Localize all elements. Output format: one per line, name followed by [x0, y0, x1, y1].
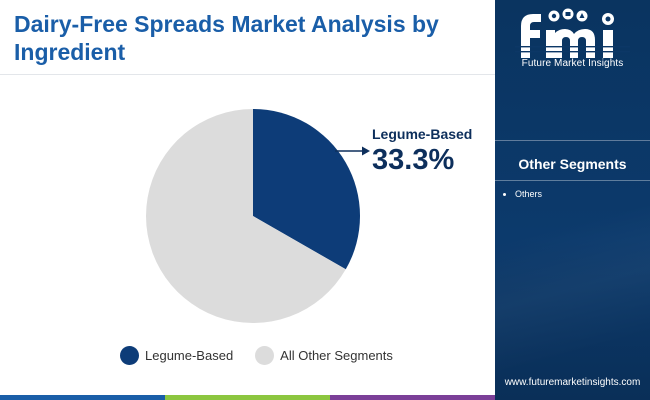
website-link[interactable]: www.futuremarketinsights.com [504, 377, 641, 388]
list-item: Others [503, 189, 542, 199]
legend-label: Legume-Based [145, 348, 234, 363]
sidebar-item-label: Others [515, 189, 543, 199]
brand-name: Future Market Insights [521, 58, 624, 69]
page-title: Dairy-Free Spreads Market Analysis by In… [14, 11, 439, 65]
pie-slice-legume-based[interactable] [253, 109, 361, 270]
sidebar-section-title: Other Segments [518, 156, 627, 172]
callout-arrowhead [362, 146, 370, 156]
legend-item-all-other-segments[interactable]: All Other Segments [255, 346, 393, 365]
bottom-color-bar [0, 395, 495, 400]
callout-segment-label: Legume-Based [372, 126, 473, 142]
sidebar-divider-top [495, 140, 650, 141]
legend-swatch-legume-based [120, 346, 139, 365]
fmi-logo-icon [515, 8, 630, 58]
main-panel: Dairy-Free Spreads Market Analysis by In… [0, 11, 495, 400]
pie-chart [146, 109, 370, 323]
pie-slice-all-other-segments[interactable] [146, 109, 346, 323]
title-divider [0, 74, 495, 75]
bottom-bar-segment-purple [330, 395, 495, 400]
callout-segment-value: 33.3% [372, 144, 455, 176]
sidebar-segment-list: Others [503, 189, 542, 199]
bullet-icon [503, 192, 506, 196]
legend-label: All Other Segments [280, 348, 393, 363]
bottom-bar-segment-blue [0, 395, 165, 400]
chart-legend: Legume-Based All Other Segments [120, 346, 415, 365]
legend-swatch-all-other-segments [255, 346, 275, 365]
sidebar: Future Market Insights Other Segments Ot… [495, 0, 650, 400]
legend-item-legume-based[interactable]: Legume-Based [120, 346, 233, 365]
bottom-bar-segment-green [165, 395, 330, 400]
sidebar-divider-bottom [495, 180, 650, 181]
